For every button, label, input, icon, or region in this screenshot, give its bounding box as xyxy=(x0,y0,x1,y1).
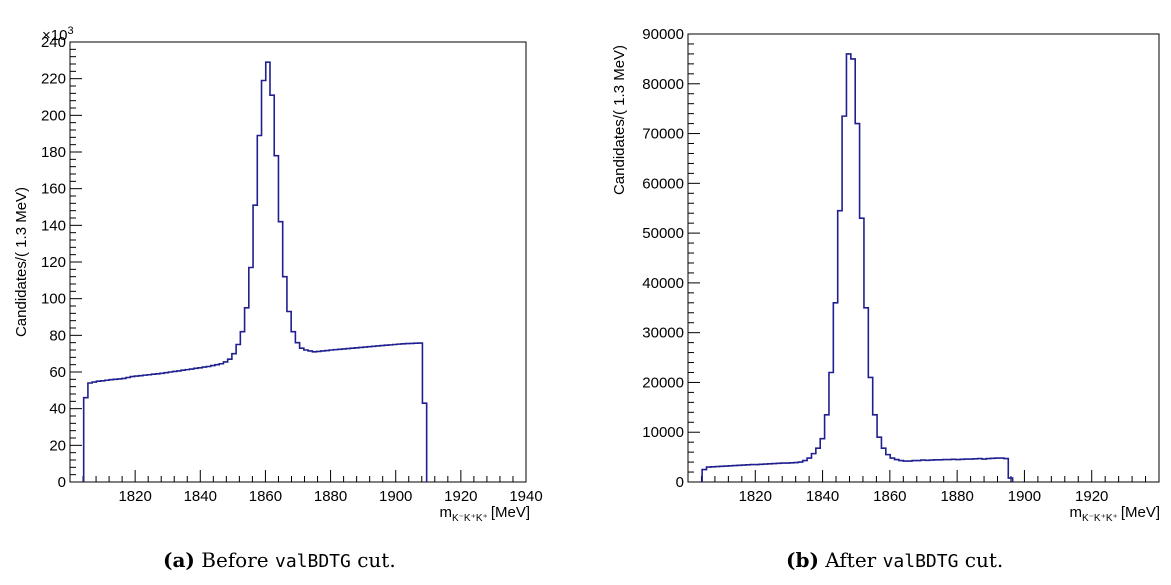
caption-a-code: valBDTG xyxy=(274,551,351,572)
y-tick-label: 60 xyxy=(49,364,66,381)
caption-b-label: (b) xyxy=(786,548,819,572)
y-tick-label: 20 xyxy=(49,437,66,454)
y-tick-label: 0 xyxy=(58,474,66,491)
x-tick-label: 1940 xyxy=(509,488,542,505)
x-tick-label: 1840 xyxy=(184,488,217,505)
x-tick-label: 1920 xyxy=(444,488,477,505)
y-tick-label: 80 xyxy=(49,327,66,344)
y-tick-label: 0 xyxy=(676,474,684,491)
y-tick-label: 80000 xyxy=(642,76,684,93)
x-tick-label: 1900 xyxy=(379,488,412,505)
x-tick-label: 1820 xyxy=(739,488,772,505)
y-tick-label: 10000 xyxy=(642,424,684,441)
y-tick-label: 220 xyxy=(41,71,66,88)
histogram-line-a xyxy=(82,61,428,482)
x-axis-title-b: mK⁻K⁺K⁺ [MeV] xyxy=(1069,504,1160,524)
y-tick-label: 40000 xyxy=(642,275,684,292)
y-tick-label: 140 xyxy=(41,217,66,234)
x-tick-label: 1880 xyxy=(940,488,973,505)
histogram-line-b xyxy=(701,53,1014,482)
caption-b-pre: After xyxy=(825,548,877,572)
y-axis-title-a: Candidates/( 1.3 MeV) xyxy=(13,187,30,337)
y-exponent-label-a: ×103 xyxy=(42,25,74,44)
caption-b-post: cut. xyxy=(964,548,1004,572)
y-tick-label: 120 xyxy=(41,254,66,271)
y-axis-title-b: Candidates/( 1.3 MeV) xyxy=(611,45,628,195)
y-tick-label: 100 xyxy=(41,291,66,308)
x-axis-b: 1820 1840 1860 1880 1900 1920 xyxy=(700,470,1147,505)
y-tick-label: 50000 xyxy=(642,225,684,242)
plot-frame-a xyxy=(69,41,527,483)
y-tick-label: 70000 xyxy=(642,126,684,143)
x-tick-label: 1900 xyxy=(1008,488,1041,505)
y-tick-label: 40 xyxy=(49,401,66,418)
x-axis-a: 1820 1840 1860 1880 1900 1920 1940 xyxy=(82,470,543,505)
y-tick-label: 240 xyxy=(41,34,66,51)
plot-frame-b xyxy=(687,33,1160,483)
y-tick-label: 60000 xyxy=(642,175,684,192)
x-tick-label: 1860 xyxy=(873,488,906,505)
caption-a-post: cut. xyxy=(357,548,396,572)
caption-a-pre: Before xyxy=(201,548,269,572)
x-axis-title-a: mK⁻K⁺K⁺ [MeV] xyxy=(439,504,530,524)
y-tick-label: 200 xyxy=(41,107,66,124)
x-tick-label: 1820 xyxy=(118,488,151,505)
y-tick-label: 90000 xyxy=(642,26,684,43)
caption-a-label: (a) xyxy=(163,548,195,572)
x-tick-label: 1840 xyxy=(806,488,839,505)
caption-b: (b) After valBDTG cut. xyxy=(786,548,1003,572)
y-tick-label: 180 xyxy=(41,144,66,161)
histogram-panel-b: 0 10000 20000 30000 40000 50000 60000 70000 8000… xyxy=(611,26,1160,524)
y-axis-b: 0 10000 20000 30000 40000 50000 60000 70000 8000… xyxy=(642,26,700,491)
y-tick-label: 20000 xyxy=(642,374,684,391)
caption-b-code: valBDTG xyxy=(882,551,959,572)
y-axis-a: 0 20 40 60 80 100 120 140 160 180 200 220 240 xyxy=(41,34,82,491)
x-tick-label: 1920 xyxy=(1075,488,1108,505)
x-tick-label: 1880 xyxy=(314,488,347,505)
x-tick-label: 1860 xyxy=(249,488,282,505)
y-tick-label: 30000 xyxy=(642,325,684,342)
caption-a: (a) Before valBDTG cut. xyxy=(163,548,396,572)
y-tick-label: 160 xyxy=(41,181,66,198)
